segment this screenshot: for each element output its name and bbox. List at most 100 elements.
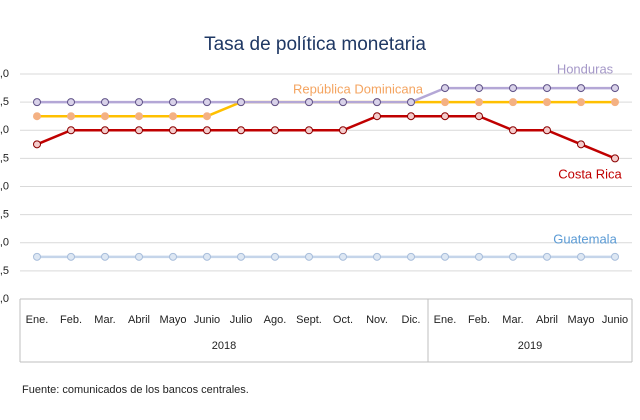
- point: [577, 140, 585, 149]
- point: [611, 252, 619, 261]
- point: [373, 98, 381, 107]
- x-tick-label: Mayo: [568, 314, 595, 326]
- point: [203, 252, 211, 261]
- point: [135, 126, 143, 135]
- point: [67, 112, 75, 121]
- point: [271, 252, 279, 261]
- group-label: 2019: [518, 340, 542, 352]
- point: [135, 252, 143, 261]
- x-tick-label: Ene.: [434, 314, 457, 326]
- x-tick-label: Oct.: [333, 314, 353, 326]
- point: [475, 84, 483, 93]
- point: [543, 84, 551, 93]
- point: [509, 98, 517, 107]
- point: [475, 112, 483, 121]
- y-tick-label: 5,0: [0, 124, 9, 136]
- group-label: 2018: [212, 340, 236, 352]
- x-tick-label: Junio: [194, 314, 220, 326]
- point: [339, 98, 347, 107]
- series-line: [36, 114, 616, 160]
- series-line: [37, 86, 615, 104]
- point: [271, 98, 279, 107]
- point: [33, 112, 41, 121]
- point: [135, 112, 143, 121]
- point: [441, 84, 449, 93]
- point: [475, 252, 483, 261]
- point: [305, 126, 313, 135]
- y-tick-label: 3,5: [0, 209, 9, 221]
- x-tick-label: Nov.: [366, 314, 388, 326]
- y-tick-label: 5,5: [0, 96, 9, 108]
- point: [577, 252, 585, 261]
- point: [203, 112, 211, 121]
- point: [611, 154, 619, 163]
- y-tick-label: 3,0: [0, 237, 9, 249]
- point: [135, 98, 143, 107]
- x-tick-label: Mar.: [94, 314, 115, 326]
- point: [101, 98, 109, 107]
- point: [509, 126, 517, 135]
- point: [169, 252, 177, 261]
- point: [611, 98, 619, 107]
- point: [407, 252, 415, 261]
- y-tick-label: 4,0: [0, 180, 9, 192]
- x-tick-label: Mar.: [502, 314, 523, 326]
- point: [101, 252, 109, 261]
- point: [169, 126, 177, 135]
- point: [169, 112, 177, 121]
- source-note: Fuente: comunicados de los bancos centra…: [22, 384, 249, 396]
- x-tick-label: Mayo: [160, 314, 187, 326]
- point: [577, 84, 585, 93]
- point: [509, 84, 517, 93]
- x-tick-label: Dic.: [402, 314, 421, 326]
- point: [33, 98, 41, 107]
- point: [305, 252, 313, 261]
- x-tick-label: Feb.: [468, 314, 490, 326]
- series-label: Honduras: [557, 61, 614, 76]
- point: [543, 252, 551, 261]
- x-tick-label: Ene.: [26, 314, 49, 326]
- point: [169, 98, 177, 107]
- y-tick-label: 2,0: [0, 293, 9, 305]
- chart-title: Tasa de política monetaria: [204, 34, 426, 55]
- point: [339, 126, 347, 135]
- point: [441, 112, 449, 121]
- series-label: Guatemala: [553, 231, 617, 246]
- point: [237, 126, 245, 135]
- point: [577, 98, 585, 107]
- point: [101, 126, 109, 135]
- x-tick-label: Feb.: [60, 314, 82, 326]
- point: [203, 98, 211, 107]
- series-label: Costa Rica: [558, 166, 622, 181]
- y-tick-label: 4,5: [0, 152, 9, 164]
- point: [373, 252, 381, 261]
- point: [407, 98, 415, 107]
- series-line: [37, 100, 615, 118]
- point: [237, 252, 245, 261]
- y-tick-label: 2,5: [0, 265, 9, 277]
- point: [33, 252, 41, 261]
- point: [33, 140, 41, 149]
- point: [509, 252, 517, 261]
- point: [611, 84, 619, 93]
- x-tick-label: Abril: [128, 314, 150, 326]
- point: [305, 98, 313, 107]
- series-label: República Dominicana: [293, 81, 424, 96]
- point: [67, 126, 75, 135]
- x-tick-label: Junio: [602, 314, 628, 326]
- point: [543, 98, 551, 107]
- x-tick-label: Sept.: [296, 314, 322, 326]
- point: [475, 98, 483, 107]
- x-tick-label: Julio: [230, 314, 253, 326]
- point: [203, 126, 211, 135]
- point: [441, 252, 449, 261]
- point: [101, 112, 109, 121]
- point: [373, 112, 381, 121]
- x-tick-label: Ago.: [264, 314, 287, 326]
- point: [339, 252, 347, 261]
- point: [237, 98, 245, 107]
- point: [441, 98, 449, 107]
- x-tick-label: Abril: [536, 314, 558, 326]
- y-tick-label: 6,0: [0, 68, 9, 80]
